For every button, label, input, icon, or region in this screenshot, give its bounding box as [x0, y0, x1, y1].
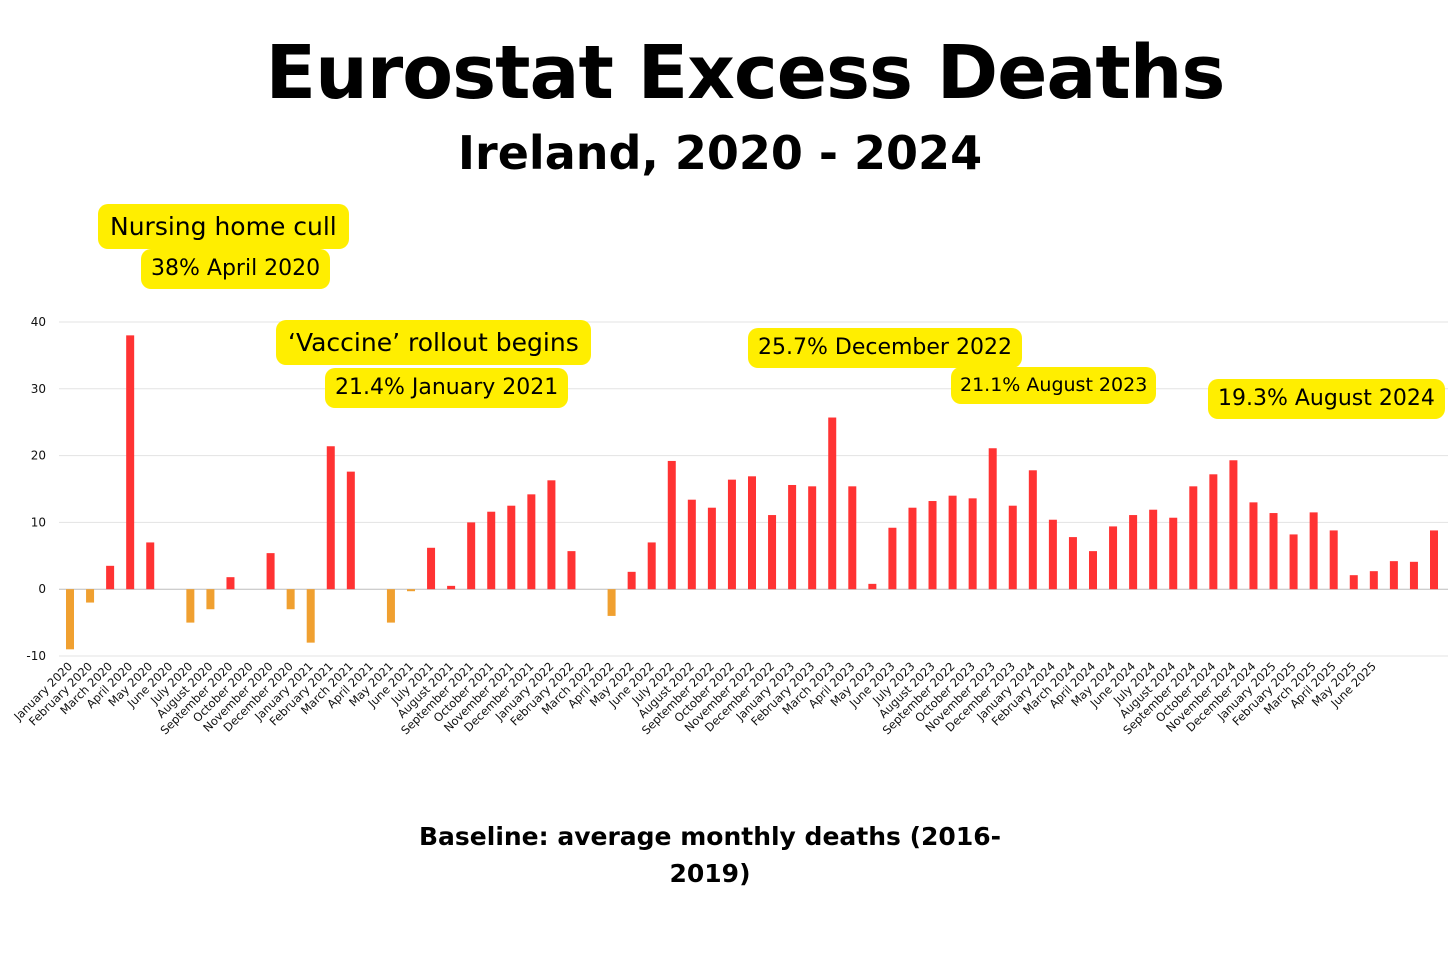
callout-dec-2022: 25.7% December 2022	[748, 328, 1022, 368]
callout-nursing-home-title: Nursing home cull	[98, 204, 349, 249]
bar	[1309, 512, 1318, 590]
bar	[1249, 502, 1258, 590]
bar	[1149, 509, 1158, 590]
bar	[1349, 575, 1358, 590]
bar	[647, 542, 656, 590]
callout-vaccine-value: 21.4% January 2021	[325, 368, 569, 408]
bar	[928, 501, 937, 590]
bar	[1189, 486, 1198, 590]
callout-vaccine-title: ‘Vaccine’ rollout begins	[276, 320, 591, 365]
bar	[186, 589, 195, 623]
bar	[1289, 534, 1298, 590]
bar	[908, 507, 917, 590]
callout-nursing-home-value: 38% April 2020	[141, 249, 331, 289]
bar	[86, 589, 95, 603]
bar	[1269, 513, 1278, 590]
bar	[1008, 505, 1017, 590]
bar	[266, 553, 275, 590]
bar	[1129, 515, 1138, 590]
bar	[567, 551, 576, 590]
bar	[1028, 470, 1037, 590]
bar	[1169, 517, 1178, 590]
bar	[788, 484, 797, 590]
bar	[1229, 460, 1238, 590]
bar	[1048, 519, 1057, 590]
bar	[286, 589, 295, 610]
bar	[868, 583, 877, 590]
bar	[226, 577, 235, 590]
bar	[988, 448, 997, 590]
bar	[487, 511, 496, 590]
bar	[427, 547, 436, 590]
bar	[66, 589, 74, 650]
bar	[326, 446, 335, 590]
bar	[126, 335, 135, 590]
y-tick-label: 0	[38, 582, 46, 596]
chart-subtitle: Ireland, 2020 - 2024	[457, 126, 983, 180]
bar	[206, 589, 215, 610]
bar	[1329, 530, 1338, 590]
bar	[748, 476, 756, 590]
bar	[727, 479, 736, 590]
y-tick-label: 30	[31, 382, 46, 396]
bar	[828, 417, 837, 590]
y-tick-label: 20	[31, 449, 46, 463]
bar	[386, 589, 395, 623]
bar	[707, 507, 716, 590]
bar	[1430, 530, 1438, 590]
bar	[667, 460, 676, 590]
bar	[447, 585, 456, 590]
bar	[1068, 537, 1077, 590]
bar	[607, 589, 616, 616]
bar	[346, 471, 355, 590]
y-axis: 40 30 20 10 0 -10	[26, 315, 46, 663]
baseline-note: Baseline: average monthly deaths (2016-2…	[418, 822, 1001, 888]
bar	[1109, 526, 1118, 590]
bar	[527, 494, 536, 590]
bar	[687, 499, 696, 590]
bar	[146, 542, 155, 590]
bar	[1369, 571, 1378, 590]
y-tick-label: -10	[26, 649, 46, 663]
y-tick-label: 10	[31, 515, 46, 529]
bar	[627, 571, 636, 590]
y-tick-label: 40	[31, 315, 46, 329]
bar	[306, 589, 315, 643]
bar	[968, 498, 977, 590]
bar	[948, 495, 957, 590]
callout-aug-2024: 19.3% August 2024	[1208, 379, 1445, 419]
bar	[768, 515, 777, 590]
chart-title: Eurostat Excess Deaths	[265, 30, 1226, 116]
bar	[106, 565, 115, 590]
bar	[547, 480, 556, 590]
bar	[848, 486, 857, 590]
bar	[1089, 551, 1097, 590]
bar	[808, 486, 817, 590]
bar	[507, 505, 516, 590]
bar	[467, 522, 476, 590]
bar	[1209, 474, 1218, 590]
bar	[1389, 561, 1398, 590]
bar	[1409, 561, 1418, 590]
bar	[407, 589, 415, 592]
bar	[888, 527, 897, 590]
callout-aug-2023: 21.1% August 2023	[951, 367, 1157, 404]
bar-series	[66, 335, 1438, 650]
